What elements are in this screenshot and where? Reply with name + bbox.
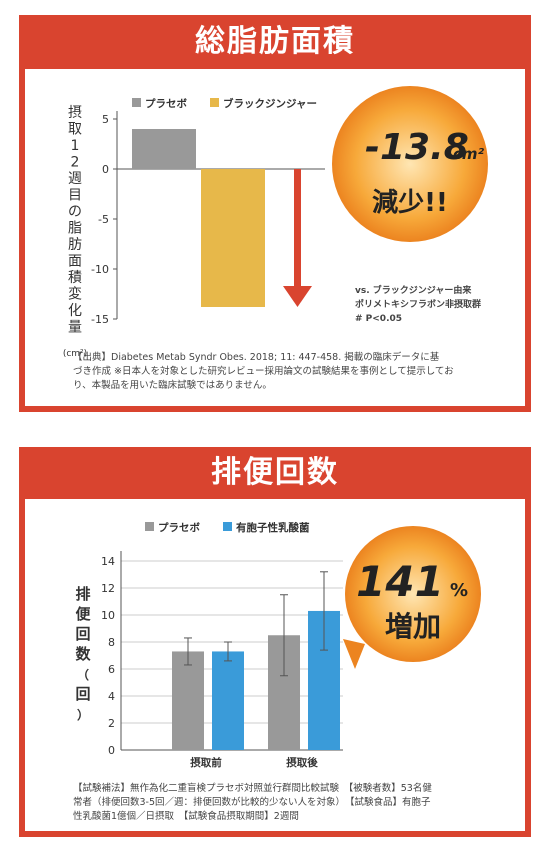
fat-area-panel: 総脂肪面積 5 0 -5 -10 -15 摂取 1 2 週目の脂肪面積変化量 (cm²) プラセボ…: [19, 15, 531, 412]
y-tick-label: -10: [91, 263, 109, 276]
y-tick-label: 8: [108, 636, 115, 649]
y-axis-label-char: ）: [77, 707, 89, 722]
legend-label: ブラックジンジャー: [223, 97, 317, 110]
source-note: 【出典】Diabetes Metab Syndr Obes. 2018; 11:…: [73, 351, 513, 393]
bar-placebo: [172, 651, 204, 750]
y-tick-label: 10: [101, 609, 115, 622]
y-axis-label-char: 数: [75, 645, 91, 663]
badge-value: 141: [356, 557, 444, 606]
down-arrow-shaft: [294, 169, 301, 286]
y-tick-label: 2: [108, 717, 115, 730]
study-line: 性乳酸菌1億個／日摂取 【試験食品摂取期間】2週間: [73, 811, 299, 822]
x-tick-label: 摂取後: [286, 756, 318, 769]
fat-area-title: 総脂肪面積: [195, 24, 355, 59]
y-tick-label: -15: [91, 313, 109, 326]
y-axis-label-char: （: [77, 667, 89, 682]
y-axis-label-char: 回: [75, 625, 90, 643]
y-tick-label: 5: [102, 113, 109, 126]
fat-area-content: 5 0 -5 -10 -15 摂取 1 2 週目の脂肪面積変化量 (cm²) プラセボ ブラックジン…: [25, 69, 525, 406]
study-line: 【試験補法】無作為化二重盲検プラセボ対照並行群間比較試験 【被験者数】53名健: [73, 783, 432, 794]
source-line: り、本製品を用いた臨床試験ではありません。: [73, 380, 272, 391]
bar-placebo: [132, 129, 196, 169]
y-tick-label: 0: [108, 744, 115, 757]
legend-swatch: [132, 98, 141, 107]
badge-value: -13.8: [365, 127, 469, 168]
y-axis-label-char: 取: [68, 122, 82, 138]
source-line: 【出典】Diabetes Metab Syndr Obes. 2018; 11:…: [73, 352, 440, 363]
y-tick-label: 0: [102, 163, 109, 176]
x-tick-label: 摂取前: [190, 756, 222, 769]
y-axis-label-char: 面: [68, 254, 82, 270]
badge-unit: %: [450, 580, 468, 601]
y-axis-label-char: 脂: [68, 221, 82, 237]
y-tick-label: -5: [98, 213, 109, 226]
bar-lactic: [212, 651, 244, 750]
note-line: # P<0.05: [355, 314, 403, 324]
y-axis-label-char: 2: [71, 155, 80, 171]
bar-ginger: [201, 169, 265, 307]
y-axis-label-char: 摂: [68, 105, 82, 121]
badge-pointer: [343, 639, 365, 669]
legend-swatch: [145, 522, 154, 531]
bowel-content: 0 2 4 6 8 10 12 14 排便回数（回）摂取前 摂取後 プラセボ 有胞子性乳酸菌 141…: [25, 499, 525, 831]
study-note: 【試験補法】無作為化二重盲検プラセボ対照並行群間比較試験 【被験者数】53名健 …: [73, 782, 523, 824]
y-axis-label-char: 化: [68, 303, 82, 319]
bowel-title: 排便回数: [211, 455, 339, 490]
y-tick-label: 14: [101, 555, 115, 568]
legend-swatch: [223, 522, 232, 531]
y-axis-label-char: の: [68, 204, 82, 220]
note-line: ポリメトキシフラボン非摂取群: [355, 300, 482, 310]
source-line: づき作成 ※日本人を対象とした研究レビュー採用論文の試験結果を事例として提示して…: [73, 366, 454, 377]
legend-label: 有胞子性乳酸菌: [236, 521, 310, 534]
y-tick-label: 6: [108, 663, 115, 676]
y-axis-label-char: 週: [68, 171, 82, 187]
reduction-badge: [332, 86, 488, 242]
y-tick-label: 12: [101, 582, 115, 595]
significance-note: vs. ブラックジンジャー由来 ポリメトキシフラボン非摂取群 # P<0.05: [355, 284, 481, 326]
badge-unit: cm²: [453, 145, 485, 163]
bowel-panel: 排便回数 0 2 4 6 8 10 12 14 排便回数（回）摂取前 摂取後 プラセボ 有胞子性乳酸…: [19, 447, 531, 837]
legend-label: プラセボ: [145, 97, 187, 110]
badge-text: 減少!!: [372, 188, 448, 218]
legend-label: プラセボ: [158, 521, 200, 534]
note-line: vs. ブラックジンジャー由来: [355, 286, 472, 296]
down-arrow-head: [283, 286, 312, 307]
badge-text: 増加: [385, 610, 441, 643]
y-axis-label-char: 便: [75, 605, 91, 623]
y-axis-label-char: 排: [75, 585, 90, 603]
increase-badge: [345, 526, 481, 662]
y-axis-label-char: 目: [68, 188, 82, 204]
legend-swatch: [210, 98, 219, 107]
y-axis-label-char: 肪: [68, 237, 82, 253]
y-axis-label-char: 量: [68, 320, 82, 336]
study-line: 常者（排便回数3-5回／週：排便回数が比較的少ない人を対象） 【試験食品】有胞子: [73, 797, 431, 808]
y-axis-label-char: 変: [68, 286, 82, 303]
y-axis-label-char: 回: [75, 685, 90, 703]
y-tick-label: 4: [108, 690, 115, 703]
y-axis-unit: (cm²): [63, 349, 87, 359]
y-axis-label-char: 積: [68, 270, 82, 286]
y-axis-label-char: 1: [71, 138, 80, 154]
